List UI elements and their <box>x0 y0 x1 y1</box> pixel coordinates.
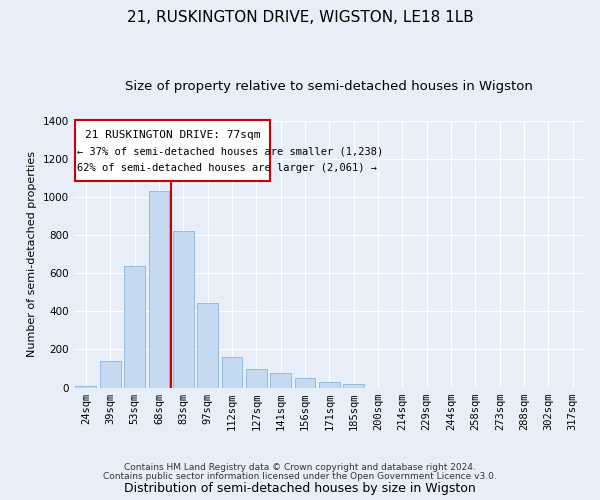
Bar <box>319 382 340 388</box>
Bar <box>124 266 145 388</box>
FancyBboxPatch shape <box>75 120 269 180</box>
Text: 21, RUSKINGTON DRIVE, WIGSTON, LE18 1LB: 21, RUSKINGTON DRIVE, WIGSTON, LE18 1LB <box>127 10 473 25</box>
Bar <box>246 368 266 388</box>
Bar <box>270 374 291 388</box>
Bar <box>221 357 242 388</box>
Text: 62% of semi-detached houses are larger (2,061) →: 62% of semi-detached houses are larger (… <box>77 162 377 172</box>
Title: Size of property relative to semi-detached houses in Wigston: Size of property relative to semi-detach… <box>125 80 533 93</box>
Bar <box>149 191 169 388</box>
Text: ← 37% of semi-detached houses are smaller (1,238): ← 37% of semi-detached houses are smalle… <box>77 146 383 156</box>
Text: Contains HM Land Registry data © Crown copyright and database right 2024.: Contains HM Land Registry data © Crown c… <box>124 464 476 472</box>
Bar <box>343 384 364 388</box>
Text: 21 RUSKINGTON DRIVE: 77sqm: 21 RUSKINGTON DRIVE: 77sqm <box>85 130 260 140</box>
Text: Contains public sector information licensed under the Open Government Licence v3: Contains public sector information licen… <box>103 472 497 481</box>
Bar <box>100 361 121 388</box>
Bar <box>295 378 316 388</box>
Bar <box>76 386 96 388</box>
Bar <box>173 231 194 388</box>
Text: Distribution of semi-detached houses by size in Wigston: Distribution of semi-detached houses by … <box>124 482 476 495</box>
Bar <box>197 302 218 388</box>
Y-axis label: Number of semi-detached properties: Number of semi-detached properties <box>27 151 37 357</box>
